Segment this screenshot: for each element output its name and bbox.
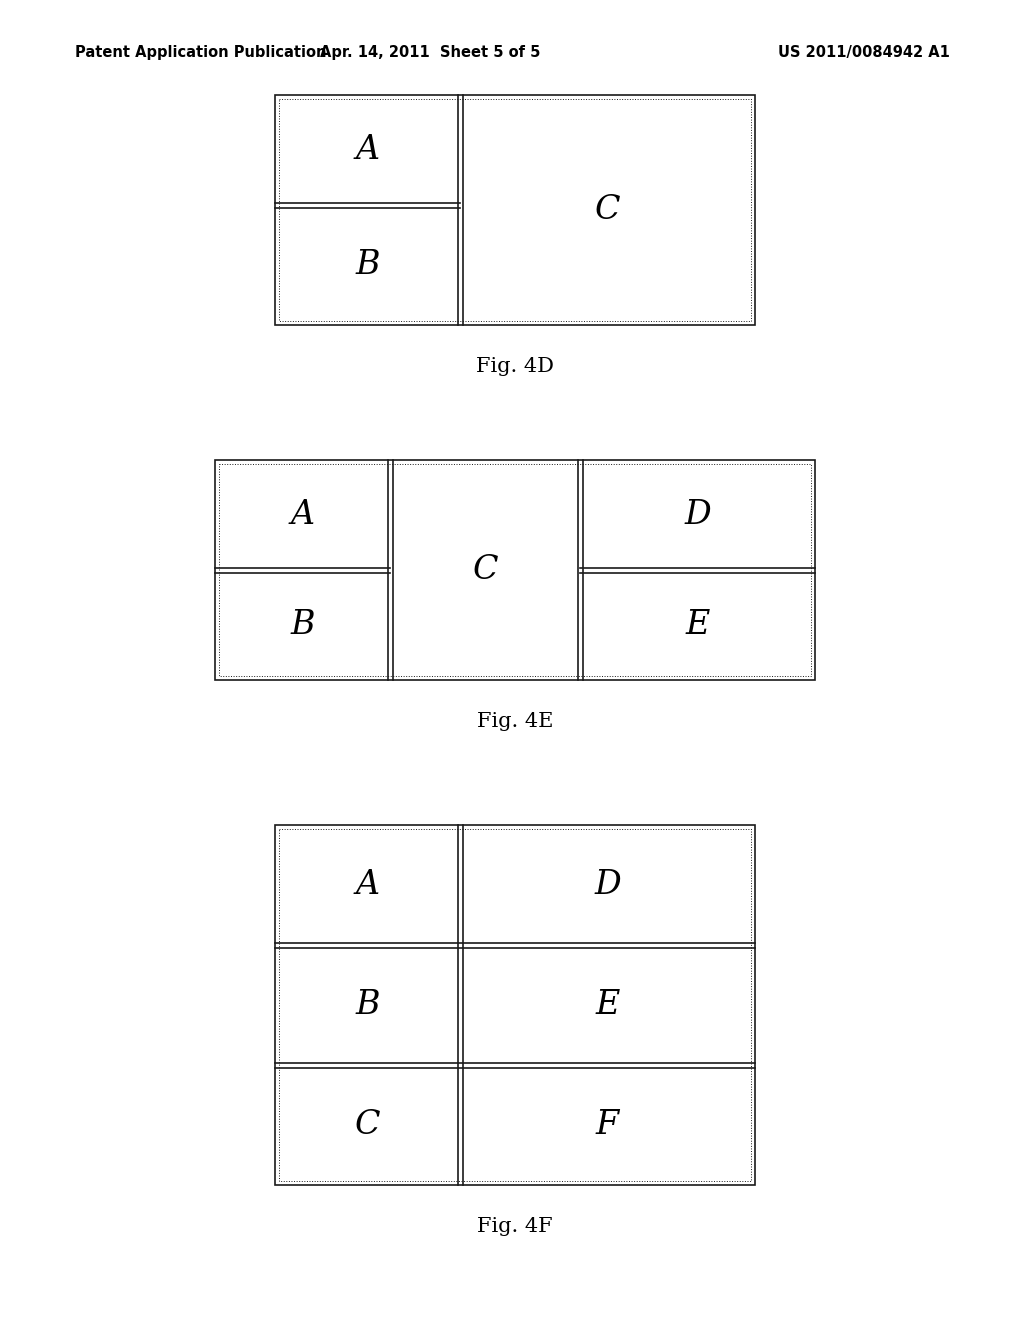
Text: F: F <box>596 1109 620 1140</box>
Text: C: C <box>472 554 498 586</box>
Text: E: E <box>685 609 710 642</box>
Bar <box>215 459 815 680</box>
Text: E: E <box>595 989 620 1020</box>
Bar <box>275 95 755 325</box>
Text: A: A <box>291 499 314 531</box>
Text: Fig. 4F: Fig. 4F <box>477 1217 553 1236</box>
Bar <box>219 465 811 676</box>
Text: B: B <box>355 249 380 281</box>
Text: Patent Application Publication: Patent Application Publication <box>75 45 327 59</box>
Text: Fig. 4E: Fig. 4E <box>477 711 553 731</box>
Text: A: A <box>355 869 380 902</box>
Text: B: B <box>290 609 314 642</box>
Text: B: B <box>355 989 380 1020</box>
Bar <box>279 829 751 1181</box>
Bar <box>275 825 755 1185</box>
Text: A: A <box>355 135 380 166</box>
Text: D: D <box>594 869 621 902</box>
Text: D: D <box>684 499 711 531</box>
Text: Fig. 4D: Fig. 4D <box>476 356 554 376</box>
Bar <box>279 99 751 321</box>
Text: Apr. 14, 2011  Sheet 5 of 5: Apr. 14, 2011 Sheet 5 of 5 <box>319 45 541 59</box>
Text: US 2011/0084942 A1: US 2011/0084942 A1 <box>778 45 950 59</box>
Text: C: C <box>595 194 621 226</box>
Text: C: C <box>354 1109 380 1140</box>
